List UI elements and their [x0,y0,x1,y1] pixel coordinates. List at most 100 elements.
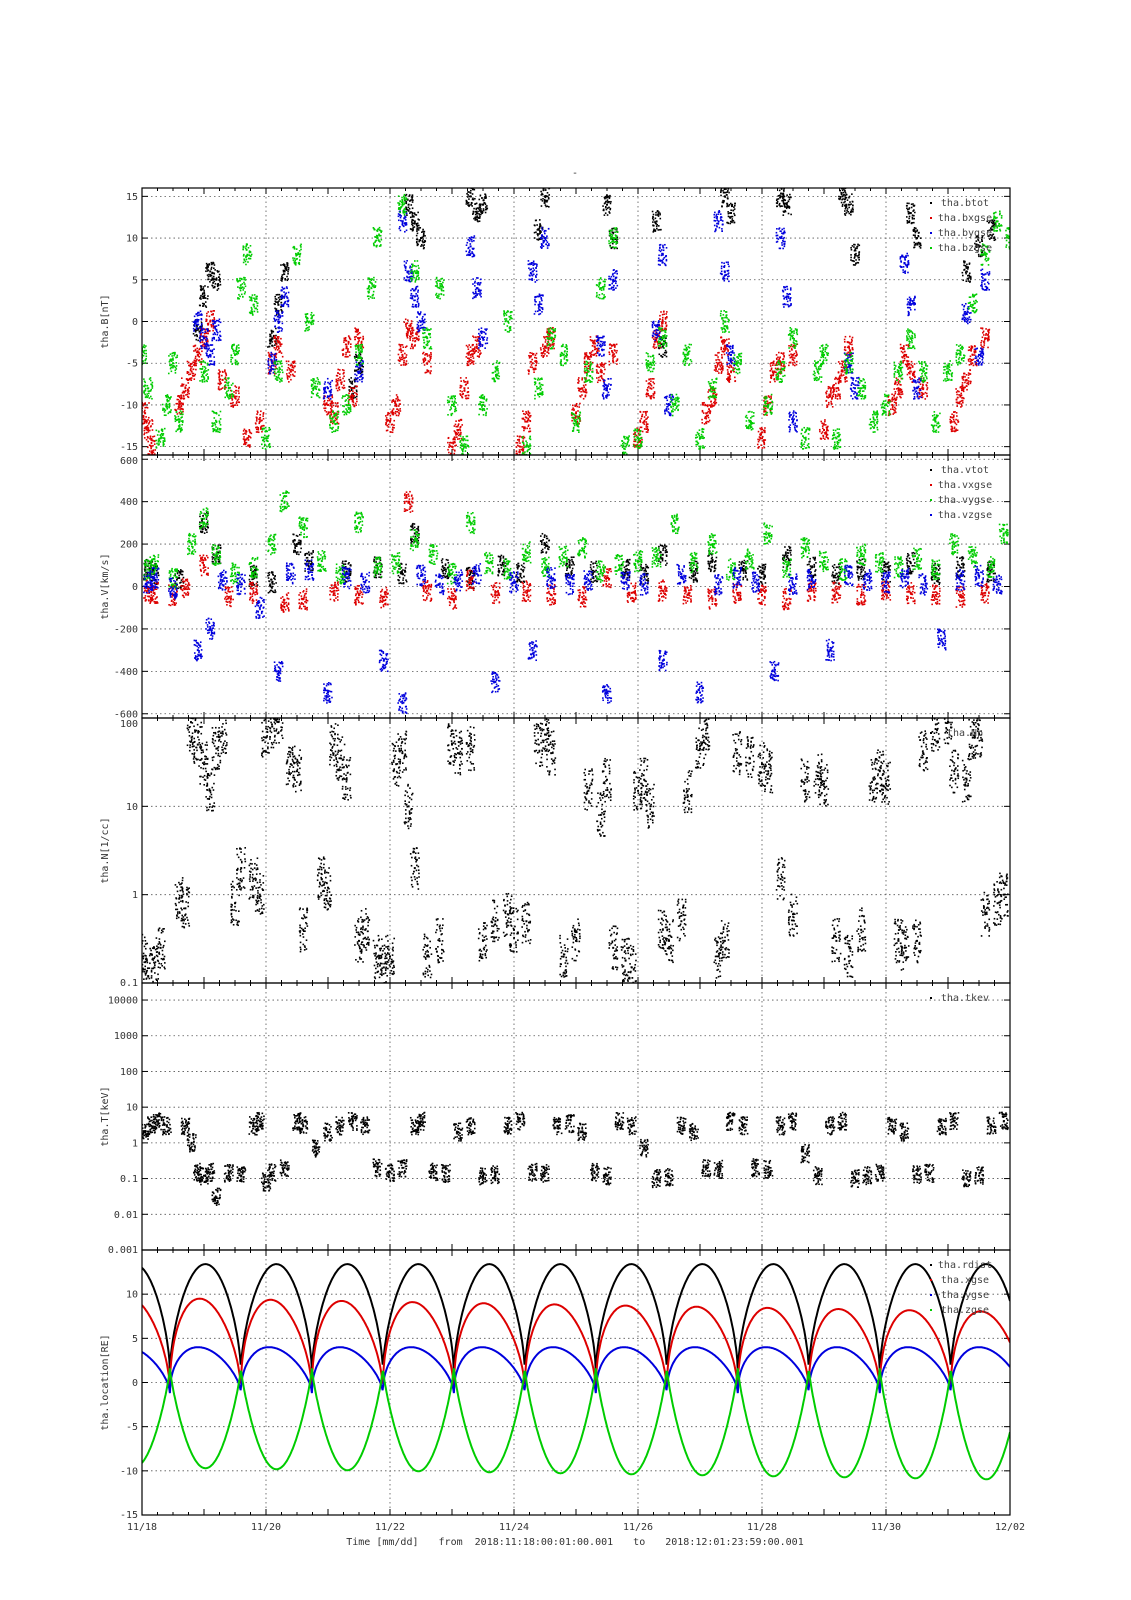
data-point-sample [355,403,357,405]
data-point-sample [149,420,151,422]
data-point-sample [912,214,914,216]
data-point-sample [272,368,274,370]
data-point-sample [278,338,280,340]
data-point-sample [968,380,970,382]
data-point-sample [907,374,909,376]
data-point-sample [893,399,895,401]
data-point-sample [761,427,763,429]
data-point-sample [360,365,362,367]
data-point-sample [541,352,543,354]
data-point-sample [960,406,962,408]
data-point-sample [995,239,997,241]
data-point-sample [284,265,286,267]
data-point-sample [283,297,285,299]
data-point-sample [212,330,214,332]
data-point-sample [400,220,402,222]
data-point-sample [957,397,959,399]
data-point-sample [900,384,902,386]
data-point-sample [852,337,854,339]
data-point-sample [325,392,327,394]
data-point-sample [476,203,478,205]
data-point-sample [218,276,220,278]
data-point-sample [243,433,245,435]
data-point-sample [965,273,967,275]
data-point-sample [278,314,280,316]
data-point-sample [354,339,356,341]
data-point-sample [402,359,404,361]
data-point-sample [726,378,728,380]
data-point-sample [177,408,179,410]
data-point-sample [471,186,473,188]
data-point-sample [219,274,221,276]
data-point-sample [419,240,421,242]
data-point-sample [826,433,828,435]
data-point-sample [423,234,425,236]
data-point-sample [661,323,663,325]
data-point-sample [180,398,182,400]
data-point-sample [710,405,712,407]
data-point-sample [724,350,726,352]
data-point-sample [783,190,785,192]
data-point-sample [535,368,537,370]
data-point-sample [530,430,532,432]
data-point-sample [646,421,648,423]
data-point-sample [842,190,844,192]
data-point-sample [355,328,357,330]
data-point-sample [359,372,361,374]
data-point-sample [571,409,573,411]
data-point-sample [912,210,914,212]
data-point-sample [250,432,252,434]
data-point-sample [349,390,351,392]
data-point-sample [328,396,330,398]
data-point-sample [571,420,573,422]
data-point-sample [721,185,723,187]
data-point-sample [244,442,246,444]
data-point-sample [968,374,970,376]
data-point-sample [144,437,146,439]
data-point-sample [645,414,647,416]
data-point-sample [908,212,910,214]
data-point-sample [423,248,425,250]
data-point-sample [831,403,833,405]
data-point-sample [610,203,612,205]
data-point-sample [330,403,332,405]
data-point-sample [734,377,736,379]
data-point-sample [412,338,414,340]
data-point-sample [286,262,288,264]
data-point-sample [181,377,183,379]
data-point-sample [412,199,414,201]
data-point-sample [198,351,200,353]
data-point-sample [843,374,845,376]
data-point-sample [396,394,398,396]
data-point-sample [844,185,846,187]
data-point-sample [472,189,474,191]
data-point-sample [953,411,955,413]
data-point-sample [179,412,181,414]
data-point-sample [913,234,915,236]
data-point-sample [790,353,792,355]
data-point-sample [652,231,654,233]
data-point-sample [656,226,658,228]
data-point-sample [245,439,247,441]
data-point-sample [649,395,651,397]
data-point-sample [733,220,735,222]
data-point-sample [280,309,282,311]
data-point-sample [154,449,156,451]
data-point-sample [408,277,410,279]
data-point-sample [855,259,857,261]
data-point-sample [275,347,277,349]
data-point-sample [143,417,145,419]
data-point-sample [707,412,709,414]
data-point-sample [981,340,983,342]
data-point-sample [182,409,184,411]
data-point-sample [411,196,413,198]
data-point-sample [194,360,196,362]
data-point-sample [608,361,610,363]
data-point-sample [727,371,729,373]
data-point-sample [902,362,904,364]
data-point-sample [357,343,359,345]
data-point-sample [908,203,910,205]
data-point-sample [464,381,466,383]
data-point-sample [216,340,218,342]
